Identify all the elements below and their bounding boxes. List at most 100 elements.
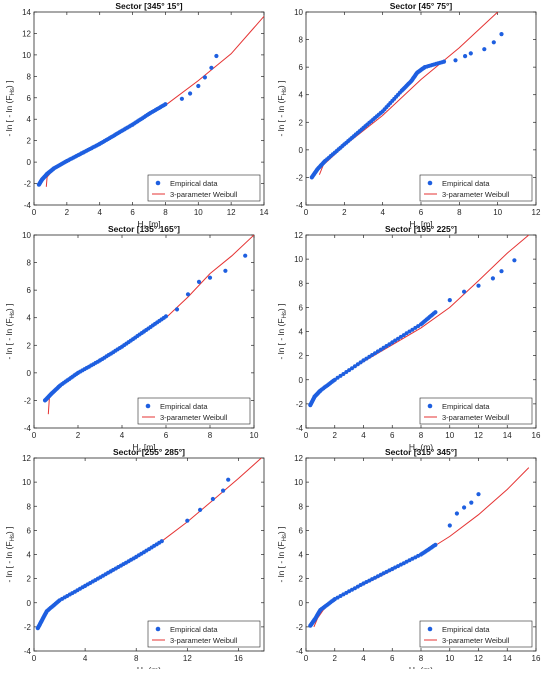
legend-label-empirical: Empirical data (170, 179, 218, 188)
x-axis-label-sub: s (138, 448, 141, 454)
empirical-point (358, 360, 363, 365)
y-axis-label-sub: Hs (282, 534, 288, 541)
legend-label-weibull: 3-parameter Weibull (170, 190, 238, 199)
x-tick-label: 0 (304, 208, 309, 217)
x-axis-label-unit: [m] (418, 219, 432, 229)
chart-title: Sector [45° 75°] (390, 1, 453, 11)
x-tick-label: 0 (32, 208, 37, 217)
chart-title: Sector [195° 225°] (385, 224, 457, 234)
empirical-point (221, 488, 226, 493)
legend-label-empirical: Empirical data (170, 625, 218, 634)
empirical-point (370, 353, 375, 357)
y-tick-label: 4 (27, 551, 32, 560)
empirical-point (393, 338, 398, 343)
y-tick-label: 6 (27, 286, 32, 295)
x-tick-label: 8 (419, 654, 424, 663)
y-tick-label: -2 (24, 623, 32, 632)
legend-label-weibull: 3-parameter Weibull (442, 190, 510, 199)
y-tick-label: 2 (299, 352, 304, 361)
chart-panel-4: 0 2 4 6 8 10 12 14 16 -4 -2 0 2 4 6 8 10 12 Sector [195° 2… (276, 224, 541, 454)
empirical-point (476, 283, 481, 288)
empirical-point (433, 542, 438, 548)
y-tick-label: -4 (24, 647, 32, 656)
empirical-point (364, 356, 369, 361)
empirical-point (163, 102, 168, 107)
y-tick-label: 6 (299, 526, 304, 535)
plot-area (33, 11, 265, 206)
chart-panel-6: 0 2 4 6 8 10 12 14 16 -4 -2 0 2 4 6 8 10 12 Sector [315° 3… (276, 447, 541, 674)
legend-label-empirical: Empirical data (442, 179, 490, 188)
chart-title: Sector [135° 165°] (108, 224, 180, 234)
plot-content (308, 235, 530, 408)
y-tick-label: -2 (296, 173, 304, 182)
y-axis-label-end: ) ] (4, 304, 14, 312)
x-tick-label: 10 (445, 654, 454, 663)
legend-label-weibull: 3-parameter Weibull (442, 636, 510, 645)
legend-marker-empirical (427, 403, 433, 409)
x-tick-label: 10 (194, 208, 203, 217)
empirical-point (210, 496, 215, 502)
plot-area (33, 457, 265, 652)
y-tick-label: -2 (296, 623, 304, 632)
legend-marker-empirical (155, 180, 161, 186)
empirical-point (462, 505, 467, 510)
empirical-point (223, 268, 228, 273)
legend-box (419, 397, 533, 425)
x-tick-label: 16 (532, 654, 541, 663)
y-tick-label: 0 (27, 599, 32, 608)
plot-content (309, 12, 504, 180)
y-tick-label: 4 (27, 115, 32, 124)
y-axis-label-sub: Hs (282, 311, 288, 318)
empirical-point (384, 344, 389, 348)
y-tick-label: 10 (22, 231, 31, 240)
x-tick-label: 16 (234, 654, 243, 663)
y-tick-label: 6 (299, 303, 304, 312)
y-tick-label: 8 (299, 279, 304, 288)
y-axis-label: - ln [ - ln (FHs) ] (4, 527, 16, 583)
x-tick-label: 10 (250, 431, 259, 440)
empirical-point (447, 298, 452, 303)
y-tick-label: 10 (294, 478, 303, 487)
y-tick-label: -4 (24, 424, 32, 433)
y-tick-label: 0 (299, 599, 304, 608)
chart-panel-5: 0 4 8 12 16 -4 -2 0 2 4 6 8 10 12 Sector [255° 285°] Hs… (4, 447, 265, 674)
empirical-point (214, 53, 219, 59)
x-axis-label-main: H (409, 219, 415, 229)
x-tick-label: 2 (65, 208, 70, 217)
y-tick-label: 4 (27, 314, 32, 323)
y-tick-label: 8 (27, 502, 32, 511)
legend-label-empirical: Empirical data (160, 402, 208, 411)
y-axis-label-main: - ln [ - ln (F (4, 541, 14, 582)
x-tick-label: 8 (419, 431, 424, 440)
x-axis-label-main: H (409, 442, 415, 452)
empirical-point (447, 523, 452, 528)
empirical-point (375, 349, 380, 354)
legend-label-weibull: 3-parameter Weibull (170, 636, 238, 645)
x-tick-label: 4 (83, 654, 88, 663)
x-axis-label-unit: (m) (418, 442, 433, 452)
y-axis-label-main: - ln [ - ln (F (4, 95, 14, 136)
y-tick-label: 8 (27, 259, 32, 268)
empirical-point (453, 58, 458, 63)
plot-content (308, 467, 530, 628)
y-tick-label: 4 (299, 551, 304, 560)
empirical-point (433, 310, 438, 315)
x-axis-label-main: H (137, 665, 143, 669)
legend-box (419, 174, 533, 202)
empirical-point (476, 492, 481, 497)
y-tick-label: -2 (24, 180, 32, 189)
y-tick-label: 2 (27, 341, 32, 350)
empirical-point (468, 51, 473, 56)
x-tick-label: 0 (32, 654, 37, 663)
legend-box (419, 620, 533, 648)
chart-title: Sector [315° 345°] (385, 447, 457, 457)
empirical-point (469, 500, 474, 505)
empirical-point (407, 329, 412, 334)
x-tick-label: 4 (97, 208, 102, 217)
legend-marker-empirical (145, 403, 151, 409)
empirical-point (454, 511, 459, 516)
empirical-point (381, 345, 386, 350)
y-axis-label-main: - ln [ - ln (F (276, 95, 286, 136)
y-tick-label: 10 (294, 255, 303, 264)
y-axis-label-sub: Hs (10, 88, 16, 95)
